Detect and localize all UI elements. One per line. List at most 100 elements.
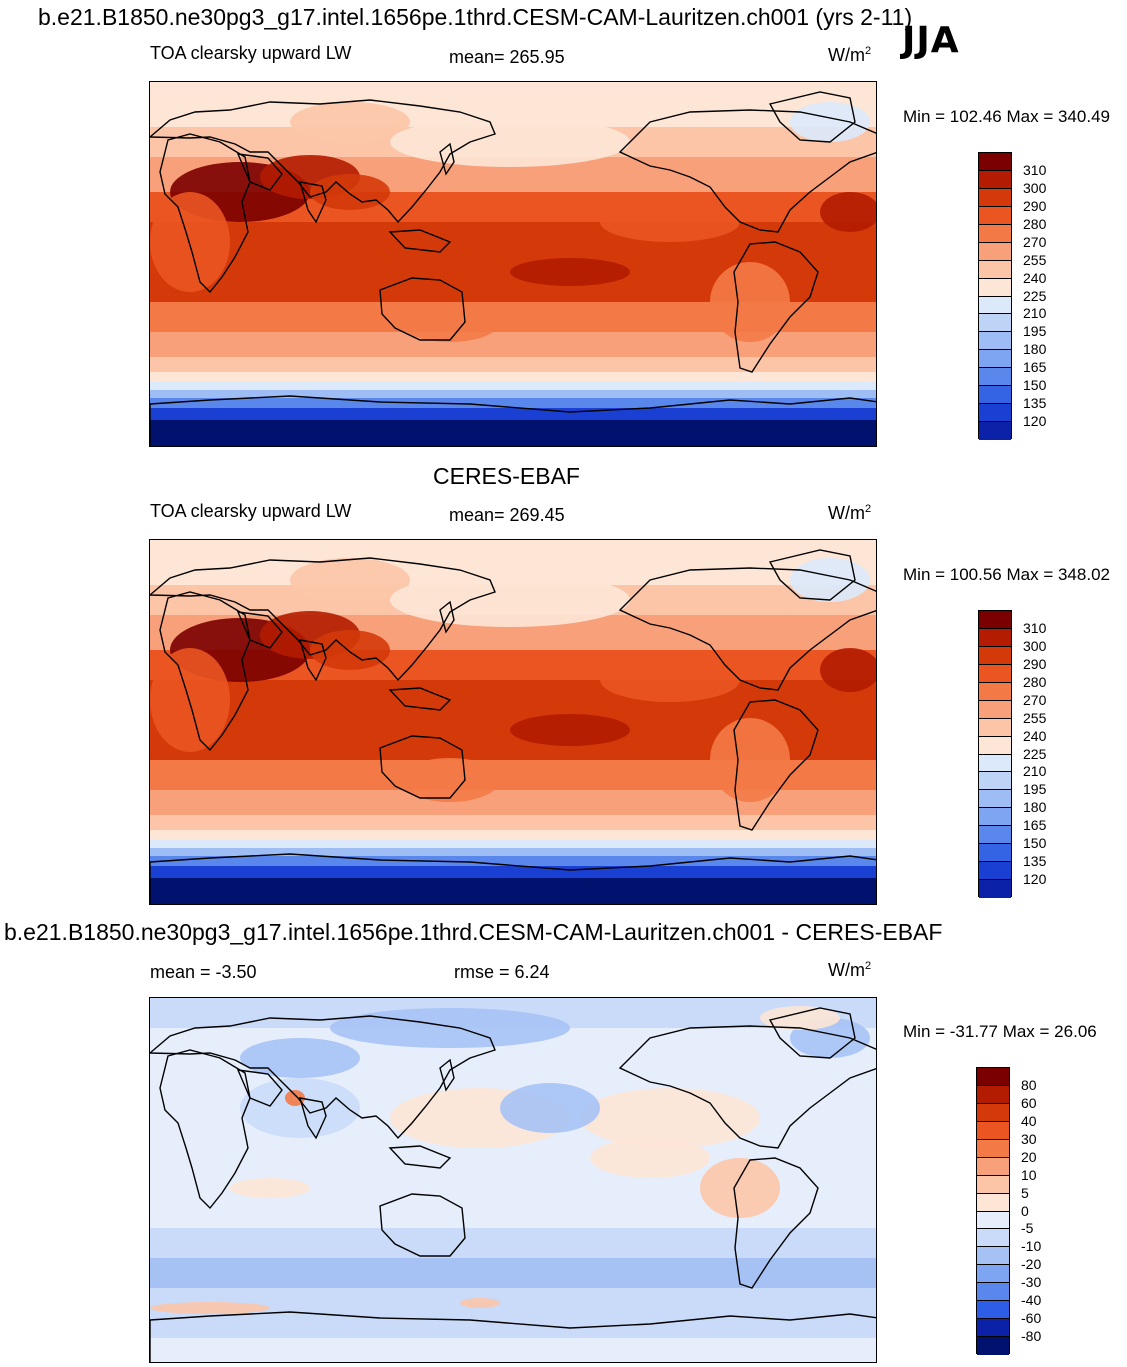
colorbar-tick-label: 240 (1023, 727, 1047, 744)
colorbar-tick-label: -80 (1021, 1328, 1042, 1345)
colorbar-tick-label: 165 (1023, 359, 1047, 376)
colorbar-swatch (979, 278, 1011, 297)
panel3-colorbar (976, 1067, 1010, 1355)
panel1-mean-label: mean= 265.95 (449, 47, 565, 67)
colorbar-swatch (979, 772, 1011, 791)
colorbar-swatch (977, 1337, 1009, 1355)
colorbar-swatch (979, 224, 1011, 243)
colorbar-swatch (979, 628, 1011, 647)
colorbar-swatch (979, 296, 1011, 315)
colorbar-swatch (979, 611, 1011, 629)
colorbar-swatch (979, 422, 1011, 440)
colorbar-swatch (979, 862, 1011, 881)
colorbar-swatch (979, 314, 1011, 333)
colorbar-tick-label: 280 (1023, 215, 1047, 232)
panel2-map (149, 539, 877, 905)
colorbar-tick-label: 135 (1023, 853, 1047, 870)
colorbar-swatch (979, 700, 1011, 719)
colorbar-tick-label: 180 (1023, 341, 1047, 358)
colorbar-tick-label: 150 (1023, 835, 1047, 852)
panel2-minmax: Min = 100.56 Max = 348.02 (903, 565, 1110, 584)
colorbar-tick-label: 195 (1023, 781, 1047, 798)
colorbar-swatch (979, 404, 1011, 423)
colorbar-tick-label: 120 (1023, 413, 1047, 430)
colorbar-tick-label: 240 (1023, 269, 1047, 286)
colorbar-tick-label: 300 (1023, 637, 1047, 654)
case-title: b.e21.B1850.ne30pg3_g17.intel.1656pe.1th… (38, 4, 913, 30)
colorbar-tick-label: 10 (1021, 1166, 1037, 1183)
colorbar-swatch (977, 1283, 1009, 1302)
panel3-units: W/m2 (828, 960, 872, 980)
colorbar-tick-label: 40 (1021, 1112, 1037, 1129)
panel2-variable-label: TOA clearsky upward LW (150, 501, 352, 521)
colorbar-swatch (977, 1103, 1009, 1122)
colorbar-swatch (979, 664, 1011, 683)
colorbar-swatch (979, 880, 1011, 898)
colorbar-tick-label: 60 (1021, 1094, 1037, 1111)
colorbar-swatch (977, 1121, 1009, 1140)
colorbar-swatch (979, 350, 1011, 369)
panel2-mean-label: mean= 269.45 (449, 505, 565, 525)
colorbar-swatch (979, 206, 1011, 225)
colorbar-tick-label: 80 (1021, 1076, 1037, 1093)
colorbar-swatch (979, 332, 1011, 351)
colorbar-swatch (977, 1139, 1009, 1158)
panel3-minmax: Min = -31.77 Max = 26.06 (903, 1022, 1097, 1041)
colorbar-tick-label: 290 (1023, 197, 1047, 214)
panel2-units: W/m2 (828, 503, 872, 523)
colorbar-swatch (979, 736, 1011, 755)
colorbar-swatch (977, 1319, 1009, 1338)
colorbar-tick-label: 210 (1023, 305, 1047, 322)
colorbar-tick-label: 310 (1023, 161, 1047, 178)
colorbar-tick-label: 30 (1021, 1130, 1037, 1147)
panel1-colorbar (978, 152, 1012, 440)
colorbar-tick-label: 5 (1021, 1184, 1029, 1201)
panel1-map (149, 81, 877, 447)
colorbar-swatch (977, 1068, 1009, 1086)
colorbar-tick-label: 0 (1021, 1202, 1029, 1219)
colorbar-tick-label: 135 (1023, 395, 1047, 412)
colorbar-tick-label: -30 (1021, 1274, 1042, 1291)
colorbar-tick-label: 290 (1023, 655, 1047, 672)
colorbar-swatch (977, 1229, 1009, 1248)
colorbar-tick-label: -60 (1021, 1310, 1042, 1327)
colorbar-tick-label: 255 (1023, 709, 1047, 726)
colorbar-swatch (977, 1085, 1009, 1104)
colorbar-swatch (979, 242, 1011, 261)
colorbar-tick-label: -10 (1021, 1238, 1042, 1255)
colorbar-tick-label: 210 (1023, 763, 1047, 780)
season-label: JJA (902, 20, 960, 61)
colorbar-tick-label: 165 (1023, 817, 1047, 834)
colorbar-swatch (977, 1175, 1009, 1194)
colorbar-tick-label: -5 (1021, 1220, 1034, 1237)
colorbar-tick-label: 225 (1023, 745, 1047, 762)
colorbar-swatch (979, 153, 1011, 171)
colorbar-swatch (979, 260, 1011, 279)
colorbar-swatch (979, 808, 1011, 827)
colorbar-swatch (979, 682, 1011, 701)
colorbar-swatch (979, 718, 1011, 737)
colorbar-tick-label: 195 (1023, 323, 1047, 340)
colorbar-swatch (977, 1157, 1009, 1176)
panel2-colorbar (978, 610, 1012, 898)
colorbar-swatch (979, 754, 1011, 773)
colorbar-swatch (979, 790, 1011, 809)
colorbar-tick-label: 180 (1023, 799, 1047, 816)
colorbar-swatch (979, 170, 1011, 189)
colorbar-swatch (977, 1247, 1009, 1266)
colorbar-swatch (979, 368, 1011, 387)
colorbar-tick-label: 255 (1023, 251, 1047, 268)
colorbar-swatch (979, 386, 1011, 405)
colorbar-tick-label: 310 (1023, 619, 1047, 636)
colorbar-tick-label: 150 (1023, 377, 1047, 394)
colorbar-tick-label: 280 (1023, 673, 1047, 690)
panel1-units: W/m2 (828, 45, 872, 65)
panel1-variable-label: TOA clearsky upward LW (150, 43, 352, 63)
panel2-heading: CERES-EBAF (433, 463, 580, 489)
colorbar-swatch (977, 1211, 1009, 1230)
colorbar-swatch (979, 188, 1011, 207)
panel3-map (149, 997, 877, 1363)
colorbar-tick-label: 270 (1023, 691, 1047, 708)
colorbar-swatch (979, 844, 1011, 863)
panel3-heading: b.e21.B1850.ne30pg3_g17.intel.1656pe.1th… (4, 919, 943, 945)
